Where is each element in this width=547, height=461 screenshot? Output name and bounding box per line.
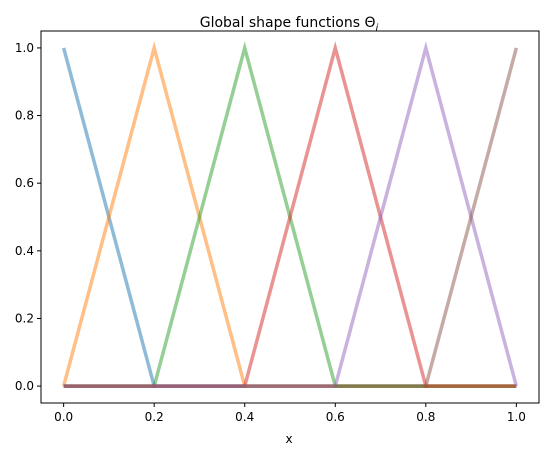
x-axis-label: x — [285, 432, 292, 446]
chart-title-subscript: i — [376, 23, 379, 34]
y-tick-label: 0.4 — [15, 244, 34, 258]
y-axis: 0.0 0.2 0.4 0.6 0.8 1.0 — [15, 41, 41, 393]
y-tick-label: 0.0 — [15, 379, 34, 393]
series-layer — [61, 41, 519, 388]
x-tick-label: 0.0 — [54, 410, 73, 424]
x-tick-label: 1.0 — [507, 410, 526, 424]
plot-frame — [40, 30, 540, 404]
chart-title-symbol: Θ — [364, 15, 375, 31]
y-tick-label: 0.8 — [15, 109, 34, 123]
series-line-4 — [63, 41, 517, 388]
y-tick-label: 1.0 — [15, 41, 34, 55]
chart-title-text: Global shape functions — [200, 15, 360, 31]
series-line-6 — [63, 47, 519, 388]
x-tick-label: 0.8 — [416, 410, 435, 424]
x-tick-label: 0.2 — [145, 410, 164, 424]
x-tick-label: 0.6 — [326, 410, 345, 424]
x-axis: 0.0 0.2 0.4 0.6 0.8 1.0 — [54, 403, 526, 424]
chart-title: Global shape functions Θi — [200, 15, 379, 34]
y-tick-label: 0.6 — [15, 176, 34, 190]
y-tick-label: 0.2 — [15, 311, 34, 325]
x-tick-label: 0.4 — [235, 410, 254, 424]
